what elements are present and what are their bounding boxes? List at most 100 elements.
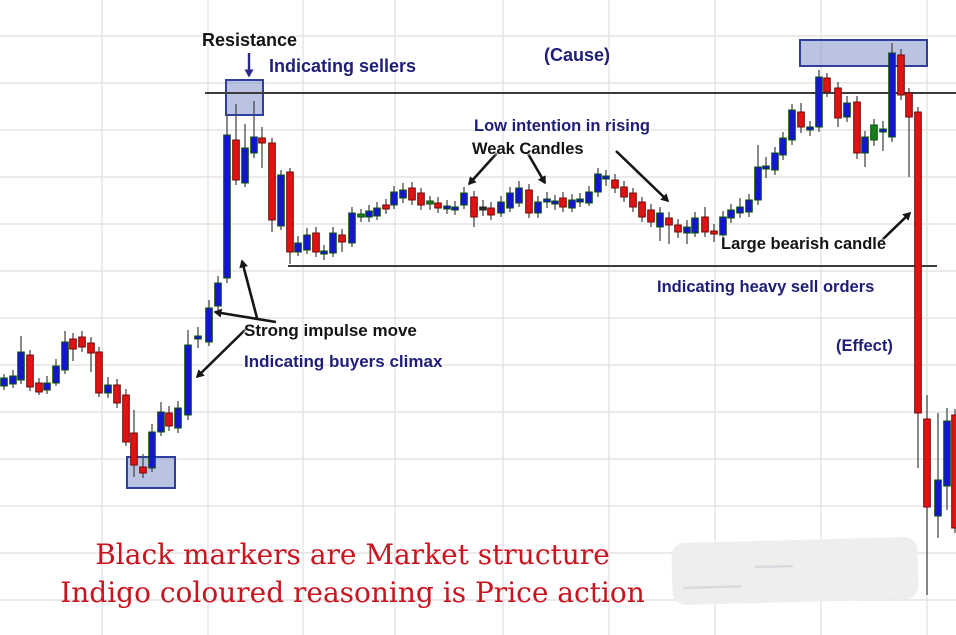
candle-bearish [797, 111, 805, 128]
resistance-label: Resistance [202, 30, 298, 50]
candle-bullish [52, 365, 60, 384]
candle-bearish [69, 338, 77, 350]
candle-bearish [923, 418, 931, 508]
candle-bullish [727, 209, 735, 219]
candle-bullish [594, 173, 602, 193]
candle-bullish [843, 102, 851, 118]
candle-bullish [585, 191, 593, 204]
candle-bearish [434, 202, 442, 209]
strong-impulse-label: Strong impulse move [244, 321, 417, 340]
candle-bullish [568, 199, 576, 209]
heavy-sell-label: Indicating heavy sell orders [657, 278, 875, 296]
candle-bullish [329, 232, 337, 254]
candle-bullish [43, 382, 51, 391]
indicating-sellers-label: Indicating sellers [269, 56, 417, 76]
candle-bearish [113, 384, 121, 404]
candle-bullish [0, 377, 8, 387]
candle-bullish [736, 206, 744, 214]
annotation-arrow [878, 211, 912, 244]
effect-label: (Effect) [836, 337, 893, 355]
candle-bearish [701, 216, 709, 233]
candle-bullish [543, 198, 551, 203]
candle-bearish [853, 101, 861, 154]
candle-bearish [559, 197, 567, 208]
candle-bullish [497, 201, 505, 214]
candle-bullish [241, 147, 249, 184]
candle-bullish [534, 201, 542, 214]
candle-bearish [286, 171, 294, 253]
buyers-climax-label: Indicating buyers climax [244, 352, 443, 371]
cause-label: (Cause) [544, 45, 611, 65]
watermark [671, 537, 919, 605]
candle-bullish [294, 242, 302, 253]
candle-bullish [426, 200, 434, 205]
candle-bullish [934, 479, 942, 517]
candle-bullish [148, 431, 156, 469]
candle-bearish [647, 209, 655, 223]
candle-bearish [268, 142, 276, 221]
candle-bullish [656, 212, 664, 228]
candle-bullish [515, 187, 523, 204]
candle-bullish [460, 192, 468, 206]
candle-bullish [390, 191, 398, 206]
candle-bullish [479, 206, 487, 211]
candle-bearish [258, 137, 266, 144]
candle-bullish [870, 124, 878, 141]
resistance-zone [225, 79, 264, 116]
candle-bullish [194, 335, 202, 340]
candle-bearish [78, 336, 86, 348]
candle-bearish [620, 186, 628, 198]
candle-bullish [348, 212, 356, 244]
candle-bullish [157, 411, 165, 433]
candle-bullish [551, 200, 559, 205]
candle-bullish [174, 407, 182, 429]
candle-bullish [691, 217, 699, 234]
candle-bullish [184, 344, 192, 416]
candle-bearish [338, 234, 346, 243]
candle-bearish [525, 189, 533, 214]
candle-bullish [205, 307, 213, 343]
candle-bearish [130, 432, 138, 466]
candle-bullish [277, 174, 285, 227]
candle-bearish [951, 414, 956, 529]
candle-bullish [806, 126, 814, 131]
candle-bullish [303, 234, 311, 251]
candle-bearish [834, 87, 842, 119]
candle-bullish [683, 226, 691, 234]
candle-bearish [487, 207, 495, 216]
candle-bullish [399, 189, 407, 199]
annotation-arrow [525, 151, 547, 185]
candle-bullish [745, 199, 753, 213]
candle-bearish [382, 204, 390, 210]
candle-bearish [905, 92, 913, 118]
candle-bearish [897, 54, 905, 96]
candle-bullish [443, 205, 451, 210]
candle-bullish [223, 134, 231, 279]
candle-bearish [710, 230, 718, 235]
annotation-arrow [239, 259, 259, 319]
candle-bullish [451, 206, 459, 211]
candle-bearish [95, 351, 103, 394]
legend-note: Black markers are Market structure Indig… [30, 536, 675, 612]
annotation-arrow [195, 327, 248, 379]
weak-candles-label: Weak Candles [472, 140, 584, 158]
candles [0, 43, 956, 595]
candle-bullish [719, 216, 727, 236]
candle-bullish [506, 192, 514, 209]
legend-note-line2: Indigo coloured reasoning is Price actio… [60, 576, 645, 609]
candle-bearish [232, 139, 240, 181]
candle-bearish [470, 196, 478, 218]
candle-bearish [139, 466, 147, 474]
low-intention-label: Low intention in rising [474, 117, 650, 135]
candle-bearish [629, 192, 637, 208]
candle-bullish [943, 420, 951, 487]
legend-note-line1: Black markers are Market structure [95, 538, 610, 571]
candle-bearish [87, 342, 95, 354]
large-bearish-label: Large bearish candle [721, 235, 887, 253]
candle-bearish [823, 77, 831, 93]
candle-bearish [611, 179, 619, 189]
annotation-arrow [213, 308, 277, 324]
candle-bullish [320, 250, 328, 255]
annotation-arrow [467, 152, 498, 186]
